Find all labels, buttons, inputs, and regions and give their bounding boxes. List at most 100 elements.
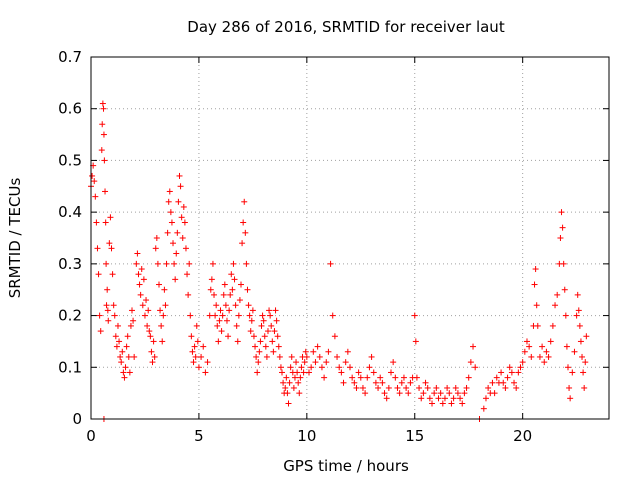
- data-point: [106, 240, 113, 247]
- data-point: [89, 172, 96, 179]
- data-point: [218, 328, 225, 335]
- data-point: [262, 343, 269, 350]
- data-point: [329, 312, 336, 319]
- data-point: [249, 307, 256, 314]
- data-point: [242, 229, 249, 236]
- data-point: [174, 229, 181, 236]
- data-point: [282, 384, 289, 391]
- data-point: [193, 322, 200, 329]
- data-point: [131, 353, 138, 360]
- data-point: [241, 198, 248, 205]
- data-point: [500, 379, 507, 386]
- data-point: [112, 333, 119, 340]
- data-point: [504, 374, 511, 381]
- data-point: [235, 312, 242, 319]
- data-point: [413, 374, 420, 381]
- data-points: [88, 100, 590, 422]
- data-point: [117, 353, 124, 360]
- data-point: [120, 369, 127, 376]
- data-point: [96, 312, 103, 319]
- data-point: [123, 343, 130, 350]
- data-point: [143, 297, 150, 304]
- data-point: [211, 291, 218, 298]
- grid-layer: [91, 57, 609, 419]
- data-point: [119, 348, 126, 355]
- data-point: [439, 400, 446, 407]
- data-point: [296, 390, 303, 397]
- data-point: [167, 209, 174, 216]
- data-point: [359, 384, 366, 391]
- data-point: [318, 364, 325, 371]
- data-point: [385, 384, 392, 391]
- data-point: [431, 390, 438, 397]
- data-point: [420, 390, 427, 397]
- data-point: [480, 405, 487, 412]
- data-point: [325, 348, 332, 355]
- data-point: [528, 353, 535, 360]
- data-point: [502, 384, 509, 391]
- data-point: [370, 369, 377, 376]
- y-tick-label: 0.2: [58, 307, 82, 325]
- data-point: [561, 286, 568, 293]
- data-point: [295, 379, 302, 386]
- data-point: [340, 379, 347, 386]
- data-point: [136, 281, 143, 288]
- data-point: [228, 271, 235, 278]
- data-point: [552, 302, 559, 309]
- data-point: [407, 379, 414, 386]
- data-point: [91, 178, 98, 185]
- data-point: [482, 395, 489, 402]
- data-point: [165, 198, 172, 205]
- data-point: [108, 245, 115, 252]
- data-point: [209, 260, 216, 267]
- data-point: [172, 276, 179, 283]
- data-point: [162, 302, 169, 309]
- data-point: [280, 379, 287, 386]
- data-point: [103, 260, 110, 267]
- data-point: [277, 364, 284, 371]
- data-point: [575, 307, 582, 314]
- data-point: [426, 395, 433, 402]
- data-point: [491, 390, 498, 397]
- data-point: [366, 364, 373, 371]
- data-point: [355, 369, 362, 376]
- data-point: [177, 183, 184, 190]
- data-point: [189, 348, 196, 355]
- data-point: [470, 343, 477, 350]
- data-point: [293, 359, 300, 366]
- data-point: [263, 353, 270, 360]
- data-point: [579, 353, 586, 360]
- data-point: [574, 291, 581, 298]
- data-point: [168, 219, 175, 226]
- y-tick-label: 0.1: [58, 358, 82, 376]
- data-point: [140, 276, 147, 283]
- data-point: [223, 317, 230, 324]
- data-point: [515, 369, 522, 376]
- data-point: [331, 333, 338, 340]
- data-point: [166, 188, 173, 195]
- data-point: [253, 353, 260, 360]
- data-point: [229, 286, 236, 293]
- data-point: [353, 384, 360, 391]
- data-point: [185, 291, 192, 298]
- y-axis-label: SRMTID / TECUs: [6, 178, 24, 299]
- x-tick-label: 20: [513, 427, 532, 445]
- data-point: [394, 384, 401, 391]
- data-point: [104, 307, 111, 314]
- data-point: [236, 297, 243, 304]
- data-point: [294, 369, 301, 376]
- data-point: [250, 333, 257, 340]
- data-point: [557, 235, 564, 241]
- data-point: [472, 364, 479, 371]
- data-point: [336, 364, 343, 371]
- data-point: [368, 353, 375, 360]
- data-point: [191, 343, 198, 350]
- data-point: [148, 348, 155, 355]
- data-point: [139, 302, 146, 309]
- data-point: [134, 250, 141, 257]
- data-point: [338, 369, 345, 376]
- data-point: [266, 307, 273, 314]
- data-point: [381, 390, 388, 397]
- data-point: [176, 172, 183, 179]
